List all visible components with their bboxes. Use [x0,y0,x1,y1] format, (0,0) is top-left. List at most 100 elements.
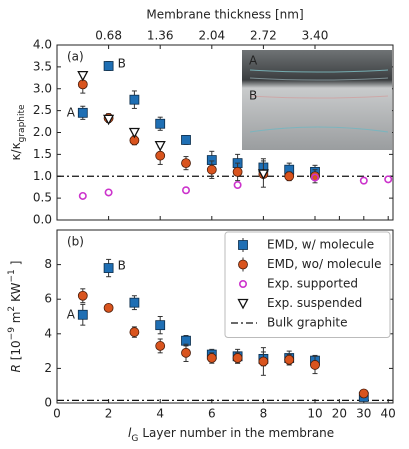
label-part: G [131,434,138,444]
marker [232,353,243,363]
legend-label: Exp. suspended [267,296,362,310]
annotation: A [67,307,76,321]
label-part: R [9,364,23,372]
marker [129,94,140,105]
marker [238,259,248,270]
marker [103,263,114,273]
marker [155,341,166,351]
inset-label: B [249,89,257,103]
marker [155,320,166,331]
marker [359,176,368,185]
x2-tick-label: 2.72 [250,29,277,43]
label-part: −1 [7,269,17,282]
legend-box [224,231,391,338]
y-tick-label: 4 [44,326,52,340]
x2-tick-label: 0.68 [95,29,122,43]
marker [181,347,191,358]
y-tick-label: 4.0 [33,38,52,52]
inset-label: A [249,54,258,68]
marker [238,240,248,250]
marker [206,353,217,363]
y-tick-label: 3.5 [33,59,52,73]
marker [155,118,166,129]
x-tick-label: 40 [381,407,396,421]
marker [239,279,248,288]
inset-sheet [249,77,389,81]
y-tick-label: 1.5 [33,147,52,161]
marker [310,360,320,370]
plot-frame [56,44,394,221]
marker [128,127,140,139]
x2-tick-label: 3.40 [302,29,329,43]
annotation: B [118,259,126,273]
marker [103,61,114,71]
marker [284,354,295,365]
legend-label: EMD, w/ molecule [267,238,374,252]
label-part: m [9,312,23,328]
marker [182,186,191,195]
inset-sheet [249,126,389,133]
y-tick-label: 2 [44,361,52,375]
y-tick-label: 6 [44,292,52,306]
inset-sheet [249,69,389,73]
x2-tick-label: 2.04 [198,29,225,43]
marker [129,327,140,337]
y-tick-label: 8 [44,257,52,271]
panel-label: (b) [67,235,84,249]
marker [181,135,191,145]
legend-label: Exp. supported [267,277,358,291]
y-tick-label: 2.5 [33,103,52,117]
x2-tick-label: 1.36 [147,29,174,43]
marker [77,290,88,301]
y-tick-label: 0.0 [33,213,52,227]
x-tick-label: 30 [356,407,371,421]
marker [233,181,242,190]
annotation: A [67,105,76,119]
y-tick-label: 0.5 [33,191,52,205]
label-part: −9 [7,327,17,341]
x-tick-label: 6 [208,407,216,421]
label-part: graphite [17,104,27,142]
y-axis-title: κ/κgraphite [9,104,27,161]
y-tick-label: 1.0 [33,169,52,183]
annotation: B [118,57,126,71]
marker [129,297,140,308]
y-tick-label: 0 [44,396,52,410]
x-tick-label: 8 [260,407,268,421]
marker [232,166,243,177]
marker [310,173,319,182]
label-part: κ/κ [9,142,23,160]
marker [237,298,249,310]
x-tick-label: 2 [105,407,113,421]
marker [77,107,88,118]
x-tick-label: 4 [156,407,164,421]
x2-axis-title: Membrane thickness [nm] [146,8,303,22]
legend-label: Bulk graphite [267,316,347,330]
inset-image [242,50,392,150]
label-part: l [128,426,132,440]
marker [358,388,369,399]
label-part: ] [9,261,23,266]
label-part: Layer number in the membrane [142,426,334,440]
marker [104,188,113,197]
marker [257,169,269,180]
marker [181,158,191,169]
y-axis-title: R [10−9 m2 KW−1] [7,261,23,373]
label-part: [10 [9,340,23,364]
x-tick-label: 0 [53,407,61,421]
inset-sheet [249,95,389,99]
marker [384,175,393,184]
label-part: KW [9,282,23,301]
marker [103,114,115,126]
y-tick-label: 2.0 [33,125,52,139]
panel-label: (a) [67,50,84,64]
label-part: 2 [7,306,17,312]
marker [103,302,114,313]
marker [77,70,89,82]
x-tick-label: 20 [332,407,347,421]
x-tick-label: 10 [307,407,322,421]
y-tick-label: 3.0 [33,81,52,95]
marker [206,164,217,175]
marker [155,150,166,161]
